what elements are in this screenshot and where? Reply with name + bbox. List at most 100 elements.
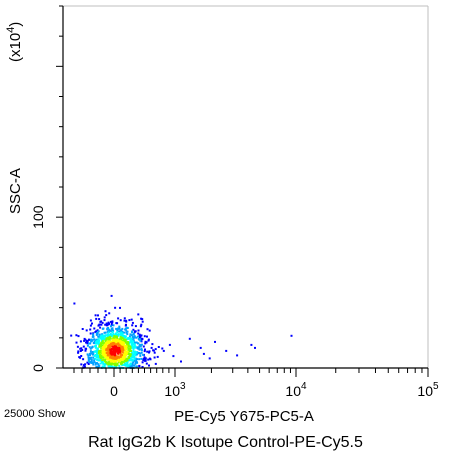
event-dot	[114, 341, 117, 344]
event-dot	[104, 344, 107, 347]
event-dot	[146, 328, 149, 331]
event-dot	[139, 325, 142, 328]
event-dot	[111, 338, 114, 341]
event-dot	[75, 334, 78, 337]
event-dot	[113, 342, 116, 345]
event-dot	[123, 317, 126, 320]
event-dot	[131, 336, 134, 338]
event-dot	[115, 355, 118, 358]
event-dot	[118, 360, 121, 362]
event-dot	[73, 302, 76, 305]
y-multiplier-label: (x104)	[5, 22, 24, 62]
event-dot	[92, 333, 94, 336]
event-dot	[104, 323, 107, 326]
event-dot	[79, 347, 82, 350]
event-dot	[99, 326, 102, 329]
event-dot	[109, 347, 112, 350]
event-dot	[95, 317, 98, 320]
event-dot	[148, 329, 151, 332]
event-dot	[104, 337, 107, 340]
event-dot	[106, 328, 109, 331]
event-dot	[81, 328, 84, 330]
event-dot	[103, 331, 106, 334]
event-dot	[97, 363, 100, 366]
event-dot	[132, 348, 135, 351]
event-dot	[134, 362, 137, 365]
event-dot	[109, 343, 112, 346]
event-dot	[134, 325, 137, 328]
event-dot	[89, 347, 92, 350]
event-dot	[133, 331, 136, 334]
event-dot	[120, 335, 123, 338]
event-dot	[152, 349, 155, 352]
event-dot	[142, 353, 145, 356]
event-dot	[84, 349, 87, 352]
event-dot	[140, 343, 143, 346]
event-dot	[88, 346, 91, 349]
event-dot	[99, 337, 102, 340]
event-dot	[116, 363, 119, 366]
event-dot	[95, 349, 98, 352]
event-dot	[129, 359, 132, 362]
event-dot	[97, 324, 100, 327]
event-dot	[81, 349, 84, 351]
event-dot	[101, 327, 104, 330]
event-dot	[89, 319, 92, 322]
event-dot	[143, 356, 146, 359]
event-dot	[95, 354, 98, 357]
event-dot	[89, 328, 92, 331]
event-dot	[139, 354, 142, 357]
event-dot	[103, 354, 106, 357]
event-dot	[138, 358, 141, 361]
event-dot	[80, 347, 83, 350]
event-dot	[108, 360, 111, 363]
event-dot	[126, 341, 128, 344]
event-dot	[116, 329, 119, 332]
event-dot	[157, 346, 160, 348]
event-dot	[128, 319, 131, 322]
event-dot	[114, 340, 117, 342]
event-dot	[107, 348, 110, 351]
event-dot	[86, 344, 89, 347]
event-dot	[119, 306, 121, 309]
y-tick-label: 0	[30, 364, 46, 372]
event-dot	[254, 346, 256, 349]
event-dot	[97, 338, 100, 341]
event-dot	[110, 323, 113, 326]
event-dot	[95, 330, 98, 333]
event-dot	[109, 335, 112, 338]
event-dot	[97, 352, 100, 355]
event-dot	[103, 342, 106, 345]
event-dot	[106, 333, 109, 336]
event-dot	[88, 358, 90, 361]
event-dot	[111, 331, 114, 333]
event-dot	[113, 360, 116, 362]
event-dot	[124, 341, 127, 344]
event-dot	[105, 342, 108, 345]
event-dot	[101, 338, 104, 341]
event-dot	[90, 360, 93, 363]
event-dot	[92, 335, 95, 338]
event-count-label: 25000 Show	[4, 408, 65, 420]
event-dot	[133, 341, 136, 344]
event-dot	[132, 333, 135, 336]
event-dot	[77, 351, 80, 354]
event-dot	[125, 320, 128, 323]
event-dot	[126, 330, 129, 333]
event-dot	[121, 327, 124, 330]
event-dot	[96, 342, 99, 345]
event-dot	[118, 327, 121, 330]
event-dot	[154, 348, 157, 351]
event-dot	[128, 337, 131, 340]
event-dot	[122, 353, 125, 355]
x-tick-label: 105	[417, 381, 439, 399]
event-dot	[97, 349, 100, 352]
event-dot	[96, 331, 99, 334]
event-dot	[96, 353, 99, 356]
event-dot	[131, 363, 134, 366]
event-dot	[93, 361, 96, 364]
event-dot	[107, 351, 110, 354]
event-dot	[161, 347, 164, 350]
event-dot	[130, 344, 133, 347]
event-dot	[102, 338, 105, 341]
